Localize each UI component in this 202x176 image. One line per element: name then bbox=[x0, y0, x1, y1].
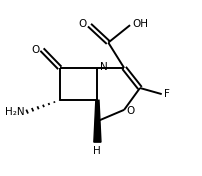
Text: F: F bbox=[164, 89, 170, 99]
Text: N: N bbox=[100, 62, 107, 72]
Text: H₂N: H₂N bbox=[5, 107, 25, 117]
Text: O: O bbox=[79, 19, 87, 29]
Text: O: O bbox=[31, 45, 40, 55]
Polygon shape bbox=[94, 100, 101, 142]
Text: H: H bbox=[93, 146, 100, 156]
Text: OH: OH bbox=[133, 19, 148, 29]
Text: O: O bbox=[126, 106, 135, 116]
